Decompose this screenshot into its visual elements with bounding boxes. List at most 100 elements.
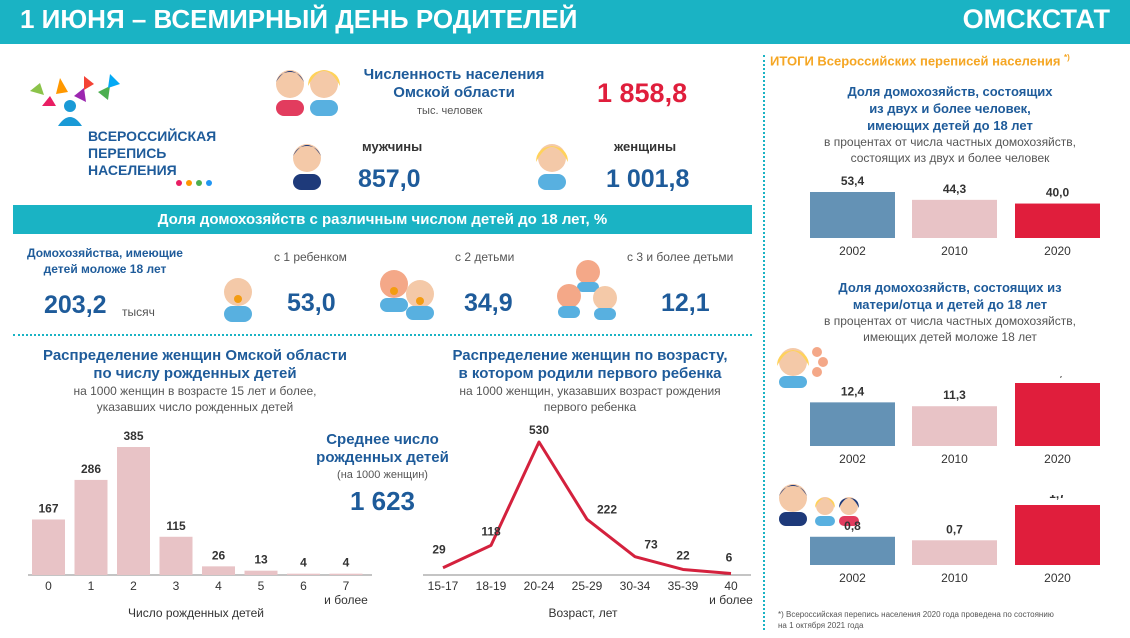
three-children-value: 12,1 (661, 289, 710, 317)
three-babies-icon (557, 260, 617, 320)
hh-children-header: Доля домохозяйств, состоящих из двух и б… (770, 83, 1130, 166)
age-series-line (442, 440, 732, 575)
children-value-label: 13 (254, 553, 268, 567)
single-parent-bar (810, 402, 895, 446)
population-title-line1: Численность населения (363, 66, 545, 83)
single-parent-value-label: 17,9 (1046, 376, 1070, 379)
women-value: 1 001,8 (606, 165, 690, 193)
children-tick-label-line2: и более (324, 593, 368, 607)
hh-children-value-label: 53,4 (841, 174, 865, 188)
single-parent-tick-label: 2010 (941, 452, 968, 466)
age-tick-label: 18-19 (476, 579, 507, 593)
panel-divider (763, 55, 765, 630)
avg-children-value: 1 623 (349, 486, 416, 516)
children-bar (117, 447, 150, 575)
children-tick-label: 4 (215, 579, 222, 593)
single-parent-value-label: 12,4 (841, 384, 865, 398)
age-value-label: 6 (726, 550, 733, 564)
hh-children-tick-label: 2010 (941, 244, 968, 258)
two-children-label: с 2 детьми (455, 250, 515, 264)
children-chart-subtitle-line2: указавших число рожденных детей (96, 400, 294, 414)
avg-children-title: Среднее число рожденных детей (300, 431, 465, 467)
two-children-value: 34,9 (464, 289, 513, 317)
age-value-label: 118 (481, 524, 501, 538)
age-tick-label: 30-34 (620, 579, 651, 593)
footnote-line2: на 1 октября 2021 года (778, 621, 864, 630)
hh-children-title-line2: из двух и более человек, (869, 101, 1031, 116)
logo-line1: ВСЕРОССИЙСКАЯ (88, 128, 217, 144)
age-tick-label: 20-24 (524, 579, 555, 593)
children-tick-label: 7 (343, 579, 350, 593)
children-chart-title-line2: по числу рожденных детей (93, 365, 297, 382)
section-divider (13, 334, 752, 336)
hh-children-value-label: 40,0 (1046, 186, 1070, 200)
children-tick-label: 1 (88, 579, 95, 593)
single-parent-bar (912, 406, 997, 446)
right-panel-title-mark: *) (1064, 53, 1070, 62)
children-chart-title-line1: Распределение женщин Омской области (43, 347, 347, 364)
age-value-label: 29 (432, 543, 446, 557)
hh-children-subtitle-line1: в процентах от числа частных домохозяйст… (824, 135, 1076, 149)
children-tick-label: 2 (130, 579, 137, 593)
hh-children-bar (810, 192, 895, 238)
single-parent-bar (1015, 383, 1100, 446)
women-label: женщины (614, 139, 677, 154)
age-x-axis-label: Возраст, лет (549, 606, 619, 620)
hh-children-bar (912, 199, 997, 238)
single-parent-tick-label: 2002 (839, 452, 866, 466)
single-parent-title-line2: матери/отца и детей до 18 лет (852, 297, 1048, 312)
men-label: мужчины (362, 139, 423, 154)
large-family-bar (810, 536, 895, 565)
children-value-label: 4 (343, 556, 350, 570)
children-value-label: 26 (212, 548, 226, 562)
hh-children-value-label: 44,3 (943, 182, 967, 196)
man-icon (293, 144, 321, 190)
age-value-label: 222 (597, 502, 617, 516)
right-panel-title-text: ИТОГИ Всероссийских переписей населения (770, 53, 1061, 69)
single-parent-subtitle-line1: в процентах от числа частных домохозяйст… (824, 314, 1076, 328)
age-chart-title-line2: в котором родили первого ребенка (458, 365, 722, 382)
children-tick-label: 6 (300, 579, 307, 593)
one-child-label: с 1 ребенком (274, 250, 347, 264)
logo-line2: ПЕРЕПИСЬ (88, 145, 167, 161)
hh-children-tick-label: 2020 (1044, 244, 1071, 258)
logo-people-icon (176, 180, 212, 186)
children-bar (202, 566, 235, 575)
footnote: *) Всероссийская перепись населения 2020… (778, 609, 1054, 631)
man-woman-icon (276, 70, 340, 116)
hh-children-bar-chart: 53,4 2002 44,3 2010 40,0 2020 (810, 174, 1100, 258)
avg-children-line2: рожденных детей (316, 449, 449, 466)
children-tick-label: 3 (173, 579, 180, 593)
age-chart-header: Распределение женщин по возрасту, в кото… (420, 347, 760, 415)
age-chart-subtitle-line2: первого ребенка (543, 400, 637, 414)
age-tick-label: 35-39 (668, 579, 699, 593)
baby-icon (224, 278, 252, 322)
large-family-bar-chart: 0,8 2002 0,7 2010 1,7 2020 (810, 495, 1100, 585)
single-parent-title-line1: Доля домохозяйств, состоящих из (838, 280, 1062, 295)
children-value-label: 286 (81, 462, 101, 476)
family-icon (779, 484, 859, 526)
children-chart-header: Распределение женщин Омской области по ч… (20, 347, 370, 415)
children-value-label: 385 (123, 429, 143, 443)
households-count: 203,2 (44, 291, 107, 319)
households-label: Домохозяйства, имеющие детей моложе 18 л… (10, 245, 200, 277)
single-parent-tick-label: 2020 (1044, 452, 1071, 466)
two-babies-icon (380, 270, 434, 320)
children-value-label: 4 (300, 556, 307, 570)
large-family-value-label: 1,7 (1049, 495, 1066, 501)
children-tick-label: 0 (45, 579, 52, 593)
woman-icon (536, 144, 568, 190)
children-tick-label: 5 (258, 579, 265, 593)
age-line-chart: 29 15-17 118 18-19 530 20-24 222 25-29 73 30-34 22… (423, 423, 753, 620)
mother-children-icon (777, 347, 828, 388)
age-chart-subtitle-line1: на 1000 женщин, указавших возраст рожден… (459, 384, 721, 398)
households-label-line2: детей моложе 18 лет (43, 262, 167, 276)
age-value-label: 73 (644, 538, 658, 552)
one-child-value: 53,0 (287, 289, 336, 317)
hh-children-title-line1: Доля домохозяйств, состоящих (847, 84, 1053, 99)
households-count-unit: тысяч (122, 305, 155, 319)
logo-line3: НАСЕЛЕНИЯ (88, 162, 177, 178)
age-value-label: 530 (529, 423, 549, 437)
children-bar (244, 570, 278, 575)
avg-children-line1: Среднее число (326, 431, 439, 448)
